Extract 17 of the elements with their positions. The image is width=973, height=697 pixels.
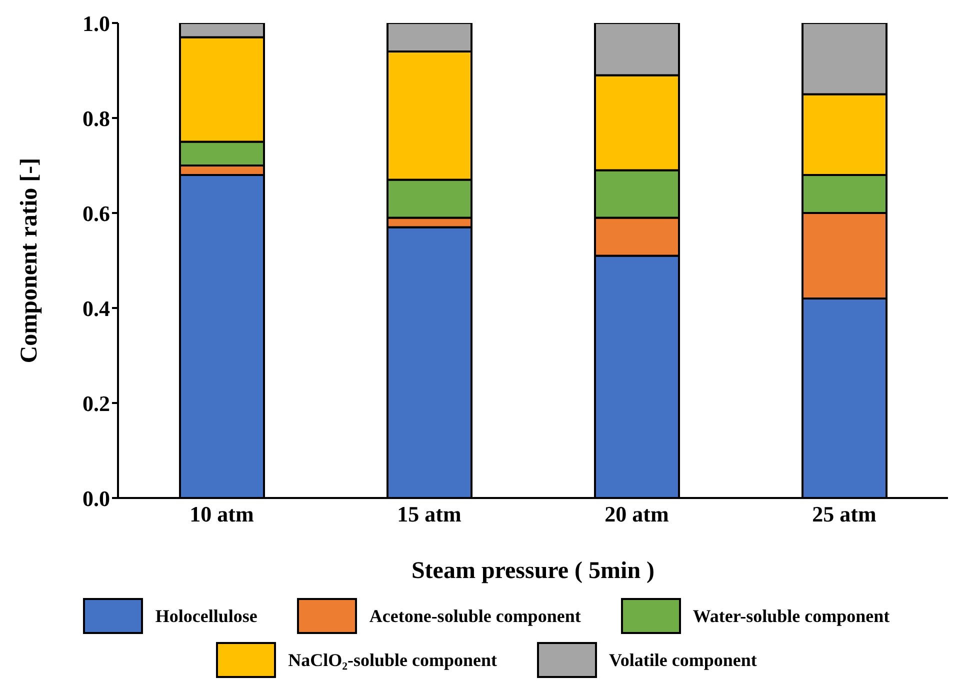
y-tick-label: 0.6 [82,200,110,226]
x-tick-label: 20 atm [604,502,669,527]
legend-label: Holocellulose [155,606,258,626]
y-axis-title: Component ratio [-] [16,158,43,364]
x-tick-label: 10 atm [190,502,254,527]
legend-label: Acetone-soluble component [369,606,581,626]
x-axis-title: Steam pressure ( 5min ) [411,558,655,584]
y-tick-label: 0.4 [82,296,110,321]
y-tick-label: 0.8 [82,106,110,131]
y-tick-label: 1.0 [82,10,110,36]
legend-label: Water-soluble component [692,606,890,626]
y-tick-label: 0.2 [82,390,110,416]
x-tick-label: 25 atm [812,502,876,527]
legend-label: Volatile component [609,650,757,670]
x-tick-label: 15 atm [397,502,462,527]
legend-label: NaClO₂-soluble component [288,650,498,670]
y-tick-label: 0.0 [82,486,110,511]
